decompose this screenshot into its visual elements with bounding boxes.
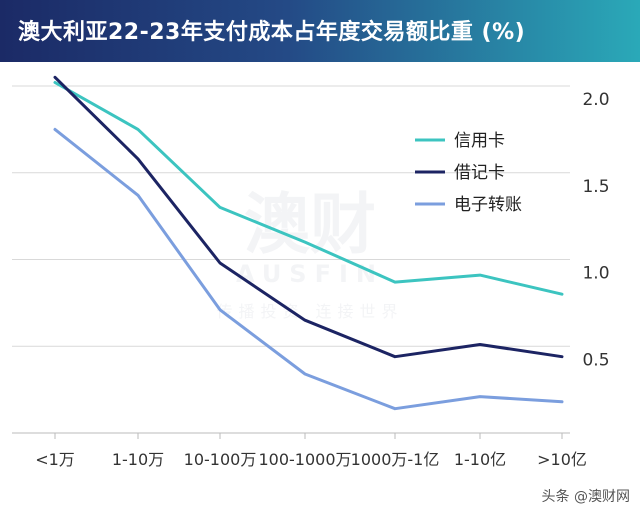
series-line-1 bbox=[53, 75, 564, 359]
y-tick-label-1: 1.5 bbox=[582, 177, 609, 197]
series-line-0 bbox=[53, 81, 564, 296]
y-tick-label-3: 0.5 bbox=[582, 350, 609, 370]
x-tick-label-5: 1-10亿 bbox=[454, 450, 506, 469]
chart-title: 澳大利亚22-23年支付成本占年度交易额比重 (%) bbox=[18, 20, 526, 45]
x-tick-label-6: >10亿 bbox=[537, 450, 587, 469]
title-bar: 澳大利亚22-23年支付成本占年度交易额比重 (%) bbox=[0, 0, 640, 62]
source-credit: 头条 @澳财网 bbox=[541, 489, 630, 505]
legend-label-2: 电子转账 bbox=[454, 195, 522, 215]
legend-label-0: 信用卡 bbox=[454, 131, 505, 151]
x-tick-label-1: 1-10万 bbox=[112, 450, 164, 469]
x-tick-label-3: 100-1000万 bbox=[258, 450, 351, 469]
y-tick-label-0: 2.0 bbox=[582, 90, 609, 110]
legend-label-1: 借记卡 bbox=[454, 163, 505, 183]
x-tick-label-0: <1万 bbox=[35, 450, 75, 469]
x-tick-label-4: 1000万-1亿 bbox=[351, 450, 440, 469]
series-line-2 bbox=[53, 127, 564, 411]
y-tick-label-2: 1.0 bbox=[582, 264, 609, 284]
x-tick-label-2: 10-100万 bbox=[184, 450, 257, 469]
